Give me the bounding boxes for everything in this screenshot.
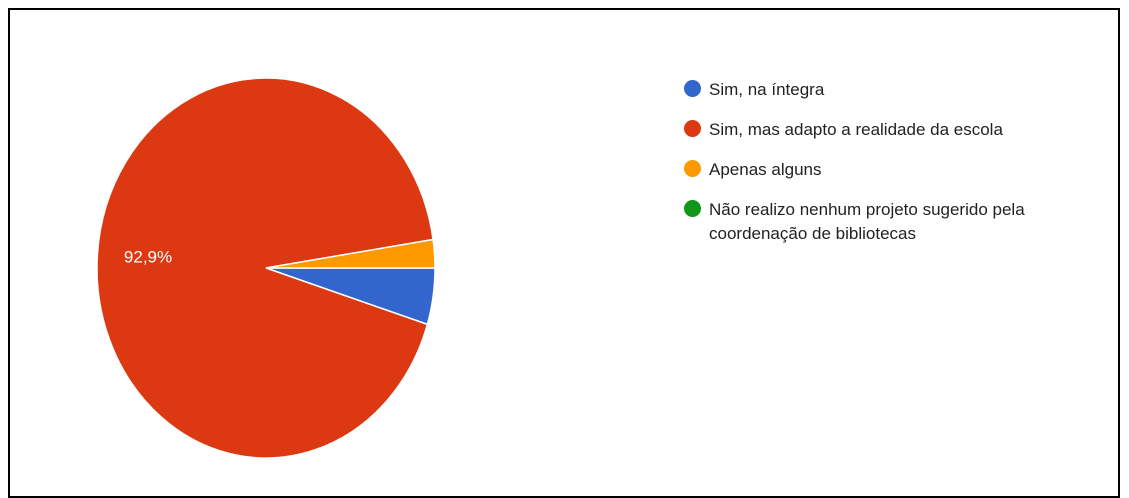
legend-swatch <box>684 200 701 217</box>
slice-label: 92,9% <box>124 247 172 266</box>
page: {"chart_data": {"type": "pie", "categori… <box>8 8 1120 498</box>
legend-label: Sim, mas adapto a realidade da escola <box>709 120 1003 139</box>
chart: 92,9% <box>96 77 436 459</box>
legend-swatch <box>684 120 701 137</box>
legend-item: Não realizo nenhum projeto sugerido pela… <box>684 198 1049 246</box>
pie-slice <box>265 238 436 269</box>
legend-label: Não realizo nenhum projeto sugerido pela… <box>709 200 1025 243</box>
legend-swatch <box>684 160 701 177</box>
legend-label: Sim, na íntegra <box>709 80 825 99</box>
pie-slice <box>96 77 434 459</box>
legend-item: Sim, na íntegra <box>684 78 1049 102</box>
legend-label: Apenas alguns <box>709 160 822 179</box>
legend-item: Apenas alguns <box>684 158 1049 182</box>
legend-swatch <box>684 80 701 97</box>
legend-item: Sim, mas adapto a realidade da escola <box>684 118 1049 142</box>
